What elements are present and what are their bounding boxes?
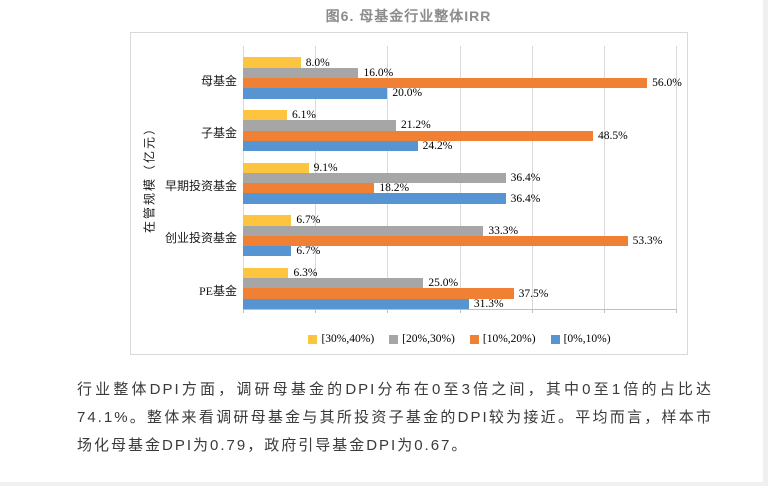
category-label: 创业投资基金	[164, 231, 237, 246]
bar-value-label: 8.0%	[305, 56, 330, 69]
legend-label: [20%,30%)	[402, 333, 455, 345]
bar-group: 9.1% 36.4% 18.2% 36.4%	[243, 162, 676, 205]
legend-swatch	[550, 334, 560, 344]
category-label: PE基金	[198, 283, 237, 298]
bar: 6.3%	[243, 267, 317, 279]
bar-group: 6.1% 21.2% 48.5% 24.2%	[243, 109, 676, 152]
bar: 8.0%	[243, 57, 330, 69]
legend-swatch	[469, 334, 479, 344]
gridline	[531, 46, 533, 309]
legend-item: [10%,20%)	[469, 333, 536, 345]
legend-swatch	[389, 334, 399, 344]
bar: 24.2%	[243, 140, 452, 152]
category-row: 母基金 8.0% 16.0% 56.0% 20.0%	[201, 46, 682, 100]
category-row: 早期投资基金 9.1% 36.4% 18.2% 36.4%	[165, 151, 676, 205]
bar: 6.7%	[243, 245, 320, 257]
bar-value-label: 6.3%	[293, 266, 318, 279]
bar-value-label: 25.0%	[428, 277, 459, 290]
bar: 36.4%	[243, 172, 540, 184]
bar-value-label: 6.7%	[296, 214, 321, 227]
bar-value-label: 20.0%	[392, 87, 423, 100]
bar: 18.2%	[243, 182, 409, 194]
bar-group: 6.7% 33.3% 53.3% 6.7%	[243, 214, 676, 257]
page-edge-right	[763, 0, 768, 486]
bar-value-label: 9.1%	[313, 161, 338, 174]
plot-area: 母基金 8.0% 16.0% 56.0% 20.0% 子基金 6.1% 21.2% 48.5% 2…	[165, 46, 682, 313]
bar: 48.5%	[243, 130, 628, 142]
legend-item: [20%,30%)	[389, 333, 455, 345]
chart: 在管规模（亿元） 母基金 8.0% 16.0% 56.0% 20.0% 子基金 6.1% 21…	[130, 32, 688, 355]
legend-item: [0%,10%)	[550, 333, 611, 345]
gridline	[603, 46, 605, 309]
legend-label: [30%,40%)	[321, 333, 375, 345]
bar-value-label: 18.2%	[379, 182, 410, 195]
bar: 31.3%	[243, 298, 504, 310]
bar-value-label: 24.2%	[422, 140, 453, 153]
body-paragraph: 行业整体DPI方面，调研母基金的DPI分布在0至3倍之间，其中0至1倍的占比达7…	[77, 381, 713, 454]
bar: 25.0%	[243, 277, 458, 289]
bar: 33.3%	[243, 225, 518, 237]
category-label: 母基金	[200, 73, 237, 88]
bar: 6.1%	[243, 109, 316, 121]
legend-label: [10%,20%)	[482, 333, 536, 345]
page-edge-bottom	[0, 482, 768, 486]
bar-value-label: 36.4%	[510, 172, 541, 185]
category-label: 早期投资基金	[164, 178, 237, 193]
axis-tick	[459, 309, 461, 313]
category-label: 子基金	[200, 126, 237, 141]
bar-value-label: 36.4%	[510, 192, 541, 205]
bar: 16.0%	[243, 67, 393, 79]
bar-value-label: 21.2%	[400, 119, 431, 132]
bar: 53.3%	[243, 235, 662, 247]
bar-value-label: 48.5%	[598, 129, 628, 142]
bar: 37.5%	[243, 288, 548, 300]
axis-tick	[387, 309, 389, 313]
bar-value-label: 37.5%	[518, 287, 549, 300]
bar-group: 8.0% 16.0% 56.0% 20.0%	[243, 57, 682, 99]
chart-title: 图6. 母基金行业整体IRR	[325, 8, 492, 24]
axis-tick	[676, 309, 677, 313]
bar: 36.4%	[243, 193, 540, 205]
category-row: PE基金 6.3% 25.0% 37.5% 31.3%	[199, 256, 676, 310]
bar: 6.7%	[243, 214, 320, 226]
bar-value-label: 31.3%	[473, 297, 504, 310]
axis-tick	[243, 309, 244, 313]
bar-value-label: 33.3%	[488, 224, 519, 237]
bar-value-label: 6.1%	[292, 109, 316, 122]
bar-value-label: 16.0%	[363, 66, 394, 79]
bar: 20.0%	[243, 87, 422, 99]
gridline	[676, 46, 677, 309]
chart-legend: [30%,40%) [20%,30%) [10%,20%) [0%,10%)	[243, 331, 676, 347]
legend-label: [0%,10%)	[563, 333, 611, 345]
bar-value-label: 56.0%	[652, 77, 682, 90]
legend-swatch	[308, 334, 318, 344]
axis-tick	[315, 309, 317, 313]
category-row: 创业投资基金 6.7% 33.3% 53.3% 6.7%	[165, 204, 676, 257]
legend-item: [30%,40%)	[308, 333, 374, 345]
axis-tick	[531, 309, 533, 313]
axis-tick	[603, 309, 605, 313]
bar: 56.0%	[243, 77, 682, 89]
bar: 9.1%	[243, 162, 338, 174]
bar-value-label: 6.7%	[296, 245, 321, 258]
bar-group: 6.3% 25.0% 37.5% 31.3%	[243, 267, 676, 310]
bar: 21.2%	[243, 119, 431, 131]
bar-value-label: 53.3%	[632, 234, 663, 247]
category-row: 子基金 6.1% 21.2% 48.5% 24.2%	[201, 99, 676, 152]
